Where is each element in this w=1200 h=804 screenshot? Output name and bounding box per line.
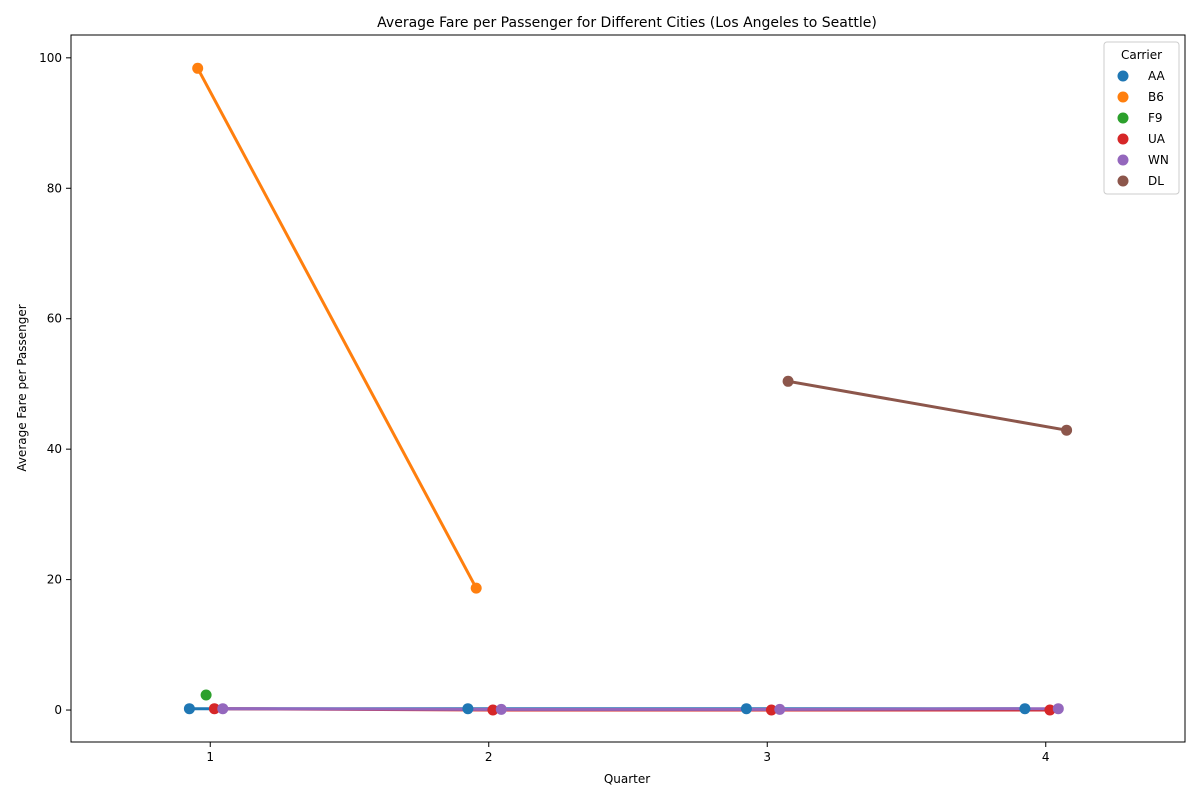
data-point-aa-2 [462,703,474,715]
data-point-b6-1 [192,62,204,74]
data-point-ua-1 [208,703,220,715]
legend-marker-dl [1117,175,1129,187]
y-axis: 0 20 40 60 80 100 [39,51,71,717]
chart-title: Average Fare per Passenger for Different… [377,15,877,31]
x-tick-label: 1 [206,750,214,764]
series-line-b6 [196,67,478,589]
y-tick-label: 60 [47,312,62,326]
plot-area [70,34,1186,743]
data-point-ua-4 [1044,704,1056,716]
legend-label-wn: WN [1148,153,1169,167]
legend-label-dl: DL [1148,174,1164,188]
y-axis-label: Average Fare per Passenger [15,304,29,471]
y-tick-label: 0 [54,703,62,717]
legend-marker-aa [1117,70,1129,82]
legend-box [1103,41,1180,195]
legend-label-b6: B6 [1148,90,1164,104]
legend: Carrier AA B6 F9 UA WN DL [1103,41,1180,195]
legend-marker-ua [1117,133,1129,145]
data-point-wn-2 [495,703,507,715]
x-tick-label: 4 [1042,750,1050,764]
y-tick-label: 100 [39,51,62,65]
data-point-wn-4 [1052,703,1064,715]
x-axis-label: Quarter [604,772,650,786]
legend-label-f9: F9 [1148,111,1163,125]
legend-label-ua: UA [1148,132,1166,146]
data-point-wn-3 [774,703,786,715]
data-point-ua-3 [765,704,777,716]
legend-marker-f9 [1117,112,1129,124]
data-point-wn-1 [217,703,229,715]
x-tick-label: 2 [485,750,493,764]
y-tick-label: 40 [47,442,62,456]
y-tick-label: 20 [47,573,62,587]
legend-label-aa: AA [1148,69,1166,83]
data-point-aa-1 [183,703,195,715]
legend-marker-wn [1117,154,1129,166]
x-axis: 1 2 3 4 [206,742,1050,764]
data-point-ua-2 [487,704,499,716]
series-line-dl [787,379,1067,432]
plot-frame [70,34,1186,743]
data-point-aa-3 [740,703,752,715]
x-tick-label: 3 [763,750,771,764]
legend-marker-b6 [1117,91,1129,103]
data-point-dl-1 [782,375,794,387]
data-point-b6-2 [470,582,482,594]
data-point-aa-4 [1019,703,1031,715]
data-point-dl-2 [1061,424,1073,436]
legend-title: Carrier [1121,48,1162,62]
series-line-wn [222,707,1059,711]
y-tick-label: 80 [47,181,62,195]
data-point-f9-1 [200,689,212,701]
